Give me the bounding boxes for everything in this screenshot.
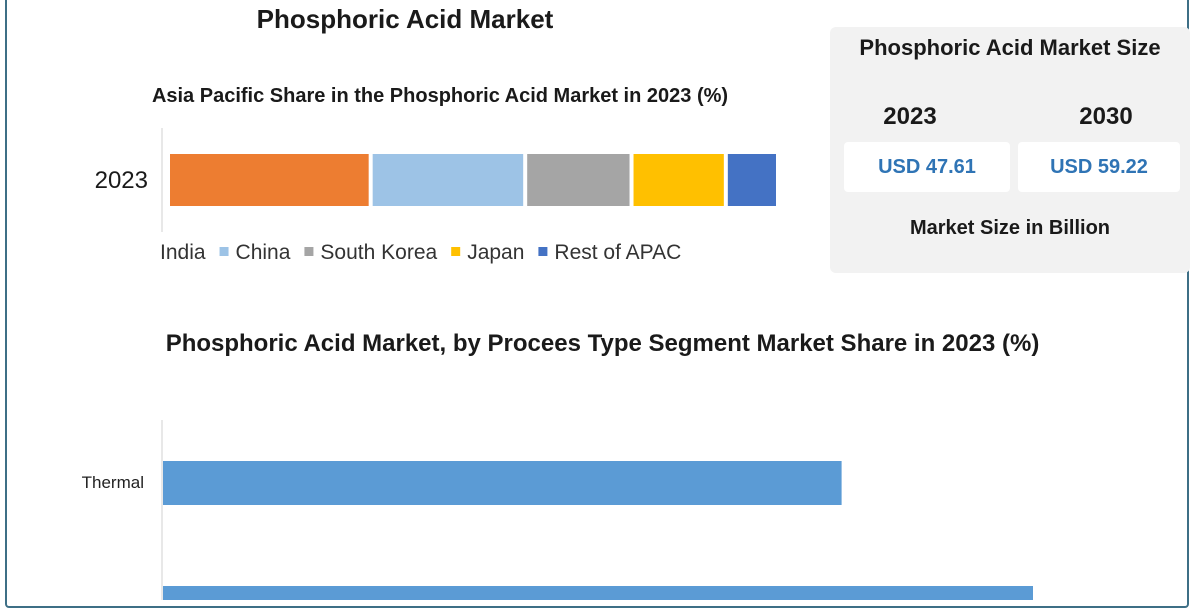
- apac-chart-title: Asia Pacific Share in the Phosphoric Aci…: [151, 85, 729, 107]
- legend-swatch-rest-of-apac: [538, 247, 548, 256]
- apac-bar-rest-of-apac: [727, 154, 776, 206]
- value-2030: USD 59.22: [1050, 155, 1148, 178]
- legend-swatch-china: [219, 247, 229, 256]
- apac-bar-china: [372, 154, 524, 206]
- value-2023: USD 47.61: [878, 155, 976, 178]
- apac-bar-south-korea: [527, 154, 630, 206]
- legend-label-china: China: [236, 241, 291, 264]
- process-category-label: Thermal: [82, 473, 144, 492]
- year-2030-label: 2030: [1079, 103, 1133, 130]
- apac-share-chart: 2023 India China South Korea Japan Rest of AP…: [95, 128, 776, 264]
- legend-swatch-south-korea: [304, 247, 314, 256]
- main-title: Phosphoric Acid Market: [256, 4, 554, 34]
- apac-bar-japan: [633, 154, 724, 206]
- value-2023-box: USD 47.61: [844, 142, 1010, 192]
- legend-swatch-japan: [451, 247, 461, 256]
- apac-bar-india: [170, 154, 369, 206]
- apac-category-label: 2023: [95, 167, 148, 194]
- legend-label-rest-of-apac: Rest of APAC: [554, 241, 681, 264]
- year-2023-label: 2023: [883, 103, 937, 130]
- process-bar-segment-2: [163, 586, 1033, 600]
- market-size-title: Phosphoric Acid Market Size: [859, 35, 1161, 60]
- value-2030-box: USD 59.22: [1018, 142, 1180, 192]
- legend-label-south-korea: South Korea: [320, 241, 437, 264]
- process-chart-title: Phosphoric Acid Market, by Procees Type …: [165, 330, 1040, 357]
- legend-label-japan: Japan: [467, 241, 524, 264]
- legend-label-india: India: [160, 241, 206, 264]
- market-size-unit: Market Size in Billion: [909, 217, 1111, 239]
- process-bar-thermal: [163, 461, 842, 505]
- market-size-card: Phosphoric Acid Market Size 2023 2030 US…: [830, 27, 1190, 273]
